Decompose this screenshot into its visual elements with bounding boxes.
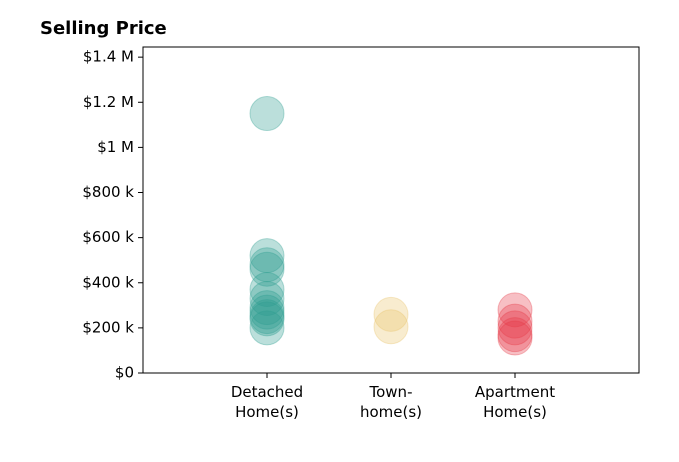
point [249,96,285,132]
y-tick-label: $600 k [82,228,134,246]
point [373,296,409,332]
point [497,303,533,339]
y-tick-label: $800 k [82,183,134,201]
point [249,290,285,326]
point [249,281,285,317]
y-tick-label: $200 k [82,318,134,336]
x-tick-label: Apartment Home(s) [475,383,555,421]
point [373,309,409,345]
point [249,301,285,337]
chart-title: Selling Price [40,18,167,39]
y-tick-label: $400 k [82,273,134,291]
point [497,310,533,346]
point [249,294,285,330]
point [249,238,285,274]
point [497,320,533,356]
point [497,317,533,353]
y-tick-label: $1 M [97,138,134,156]
x-tick-label: Detached Home(s) [231,383,303,421]
y-tick-label: $1.4 M [83,48,134,66]
point [249,299,285,335]
point [249,251,285,287]
y-tick-label: $0 [115,364,134,382]
y-tick-label: $1.2 M [83,93,134,111]
point [249,247,285,283]
point [249,310,285,346]
point [497,292,533,328]
point [249,272,285,308]
x-tick-label: Town-home(s) [360,383,422,421]
